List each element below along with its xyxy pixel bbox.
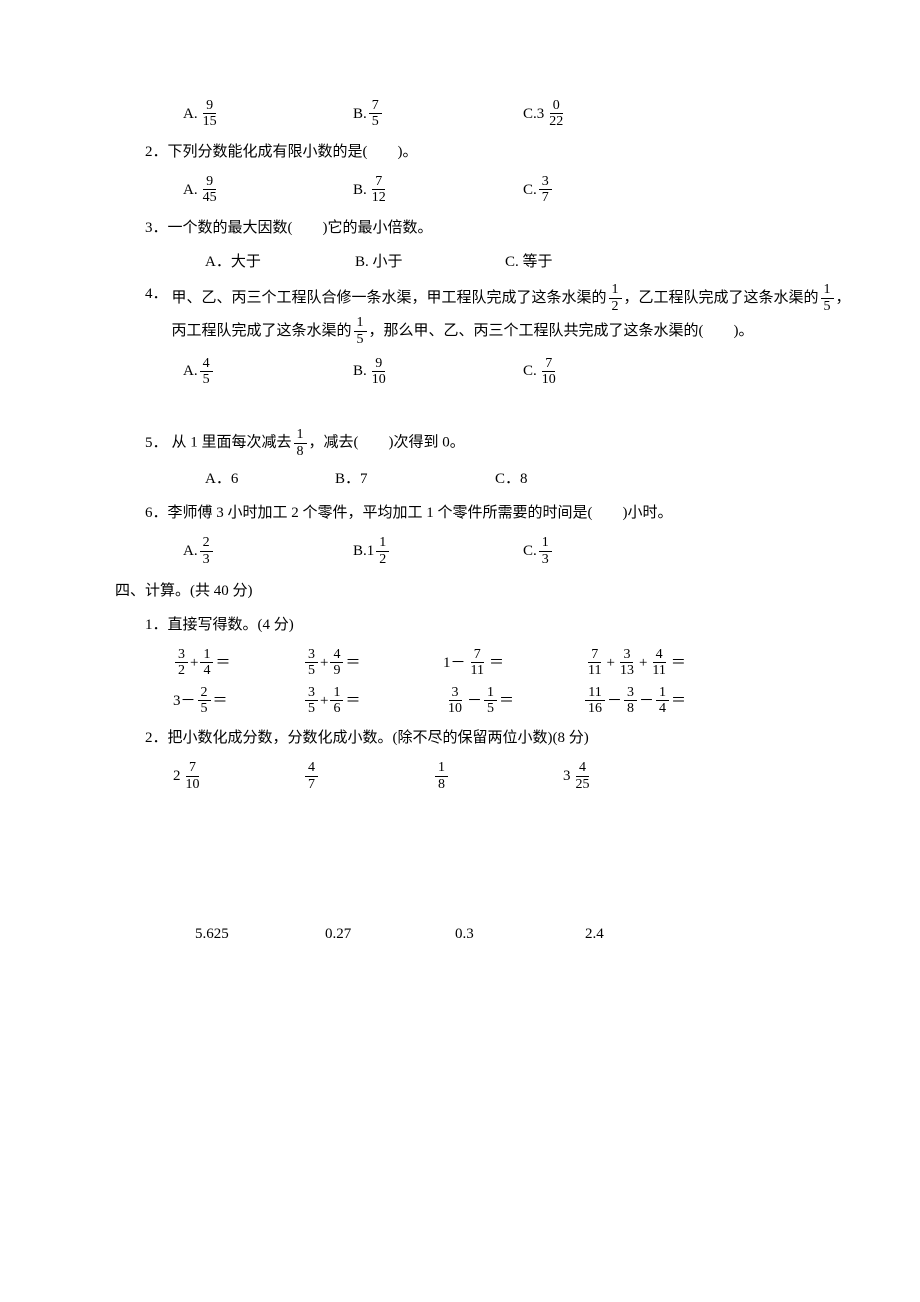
q3-option-a: A．大于 <box>205 250 355 274</box>
fraction: 9 45 <box>200 174 220 206</box>
question-number: 5． <box>145 431 168 455</box>
q5-stem: 5． 从 1 里面每次减去18，减去( )次得到 0。 <box>145 427 860 459</box>
question-number: 3． <box>145 220 168 236</box>
q2-option-b: B. 7 12 <box>353 174 523 206</box>
expr: 35+49＝ <box>303 647 443 679</box>
q1-option-a: A. 9 15 <box>183 98 353 130</box>
q3-option-b: B. 小于 <box>355 250 505 274</box>
section4-title: 四、计算。(共 40 分) <box>115 579 860 603</box>
expr: 310－15＝ <box>443 685 583 717</box>
expr: 3－25＝ <box>173 685 303 717</box>
conv-item: 5.625 <box>195 922 325 946</box>
fraction: 4 5 <box>200 356 213 388</box>
expr: 35+16＝ <box>303 685 443 717</box>
question-number: 4． <box>145 282 168 306</box>
fraction: 1 3 <box>539 535 552 567</box>
fraction: 12 <box>609 282 622 314</box>
q5-option-c: C．8 <box>495 467 528 491</box>
question-text: 一个数的最大因数( )它的最小倍数。 <box>168 220 433 236</box>
option-label: C. <box>523 102 537 126</box>
question-text: 甲、乙、丙三个工程队合修一条水渠，甲工程队完成了这条水渠的12，乙工程队完成了这… <box>172 282 860 348</box>
question-text: 从 1 里面每次减去18，减去( )次得到 0。 <box>172 427 860 459</box>
q6-options: A. 2 3 B. 1 1 2 C. 1 3 <box>145 535 860 567</box>
s4-sub2-title: 2．把小数化成分数，分数化成小数。(除不尽的保留两位小数)(8 分) <box>145 726 860 750</box>
q2-option-c: C. 3 7 <box>523 174 693 206</box>
expr: 1－711＝ <box>443 647 583 679</box>
expr: 32+14＝ <box>173 647 303 679</box>
q3-options: A．大于 B. 小于 C. 等于 <box>145 250 860 274</box>
conv-item: 47 <box>303 760 433 792</box>
mixed-whole: 3 <box>537 102 545 126</box>
option-label: A. <box>183 539 198 563</box>
q2-option-a: A. 9 45 <box>183 174 353 206</box>
fraction: 7 5 <box>369 98 382 130</box>
q5-option-a: A．6 <box>205 467 335 491</box>
answer-space <box>145 802 860 912</box>
q2-options: A. 9 45 B. 7 12 C. 3 7 <box>145 174 860 206</box>
q6-stem: 6．李师傅 3 小时加工 2 个零件，平均加工 1 个零件所需要的时间是( )小… <box>145 501 860 525</box>
option-label: B. <box>353 102 367 126</box>
expr: 1116－38－14＝ <box>583 685 783 717</box>
q3-option-c: C. 等于 <box>505 250 675 274</box>
fraction: 7 12 <box>369 174 389 206</box>
option-label: A. <box>183 102 198 126</box>
option-label: B. <box>353 178 367 202</box>
question-number: 2． <box>145 144 168 160</box>
conv-item: 2710 <box>173 760 303 792</box>
option-label: B. <box>353 539 367 563</box>
option-label: C. <box>523 539 537 563</box>
fraction: 1 2 <box>376 535 389 567</box>
mixed-whole: 1 <box>367 539 375 563</box>
q6-option-c: C. 1 3 <box>523 535 693 567</box>
q4-options: A. 4 5 B. 9 10 C. 7 10 <box>145 356 860 388</box>
conv-row-1: 2710 47 18 3425 <box>145 760 860 792</box>
conv-item: 2.4 <box>585 922 715 946</box>
q4-option-a: A. 4 5 <box>183 356 353 388</box>
question-text: 李师傅 3 小时加工 2 个零件，平均加工 1 个零件所需要的时间是( )小时。 <box>168 505 673 521</box>
fraction: 18 <box>294 427 307 459</box>
calc-row-1: 32+14＝ 35+49＝ 1－711＝ 711+313+411＝ <box>145 647 860 679</box>
q6-option-b: B. 1 1 2 <box>353 535 523 567</box>
conv-item: 18 <box>433 760 563 792</box>
fraction: 3 7 <box>539 174 552 206</box>
q5-options: A．6 B．7 C．8 <box>145 467 860 491</box>
fraction: 9 15 <box>200 98 220 130</box>
option-label: C. <box>523 359 537 383</box>
q5-option-b: B．7 <box>335 467 495 491</box>
q2-stem: 2．下列分数能化成有限小数的是( )。 <box>145 140 860 164</box>
calc-row-2: 3－25＝ 35+16＝ 310－15＝ 1116－38－14＝ <box>145 685 860 717</box>
q4-stem: 4． 甲、乙、丙三个工程队合修一条水渠，甲工程队完成了这条水渠的12，乙工程队完… <box>145 282 860 348</box>
fraction: 15 <box>354 315 367 347</box>
fraction: 9 10 <box>369 356 389 388</box>
q1-options: A. 9 15 B. 7 5 C. 3 0 22 <box>145 98 860 130</box>
option-label: A. <box>183 178 198 202</box>
conv-item: 3425 <box>563 760 693 792</box>
q6-option-a: A. 2 3 <box>183 535 353 567</box>
s4-sub1-title: 1．直接写得数。(4 分) <box>145 613 860 637</box>
q1-option-b: B. 7 5 <box>353 98 523 130</box>
q1-option-c: C. 3 0 22 <box>523 98 693 130</box>
question-text: 下列分数能化成有限小数的是( )。 <box>168 144 418 160</box>
conv-item: 0.27 <box>325 922 455 946</box>
question-number: 6． <box>145 505 168 521</box>
expr: 711+313+411＝ <box>583 647 783 679</box>
option-label: A. <box>183 359 198 383</box>
fraction: 2 3 <box>200 535 213 567</box>
q3-stem: 3．一个数的最大因数( )它的最小倍数。 <box>145 216 860 240</box>
option-label: C. <box>523 178 537 202</box>
fraction: 7 10 <box>539 356 559 388</box>
option-label: B. <box>353 359 367 383</box>
q4-option-b: B. 9 10 <box>353 356 523 388</box>
conv-row-2: 5.625 0.27 0.3 2.4 <box>145 922 860 946</box>
conv-item: 0.3 <box>455 922 585 946</box>
fraction: 0 22 <box>546 98 566 130</box>
q4-option-c: C. 7 10 <box>523 356 693 388</box>
fraction: 15 <box>821 282 834 314</box>
